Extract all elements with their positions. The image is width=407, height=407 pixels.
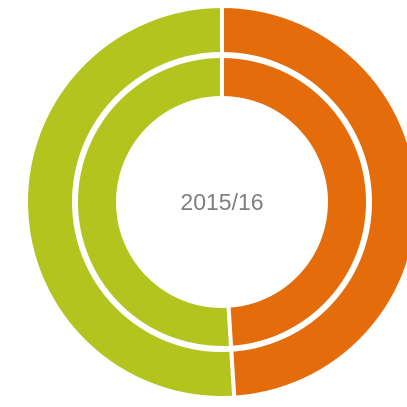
- donut-slice: [24, 3, 237, 400]
- donut-slice: [74, 53, 234, 350]
- donut-slice: [220, 53, 370, 350]
- donut-slice: [220, 3, 407, 400]
- center-label: 2015/16: [180, 189, 263, 215]
